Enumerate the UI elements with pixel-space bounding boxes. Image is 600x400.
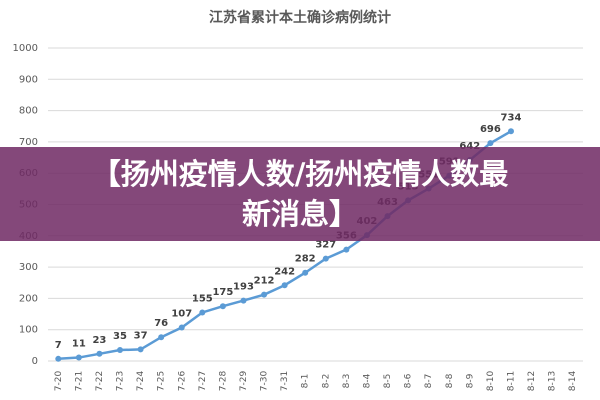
x-tick-label: 8-3 bbox=[342, 374, 352, 389]
point bbox=[487, 140, 494, 147]
x-tick-label: 7-29 bbox=[239, 371, 249, 392]
x-tick-label: 8-10 bbox=[486, 371, 496, 392]
data-label: 107 bbox=[171, 309, 192, 320]
x-tick-label: 8-13 bbox=[548, 371, 558, 391]
point bbox=[96, 350, 103, 357]
point bbox=[343, 246, 350, 253]
x-tick-label: 8-4 bbox=[362, 373, 372, 388]
point bbox=[199, 309, 206, 316]
x-tick-label: 8-2 bbox=[321, 374, 331, 389]
data-label: 76 bbox=[154, 318, 168, 329]
point bbox=[302, 269, 309, 276]
x-tick-label: 8-14 bbox=[568, 371, 578, 392]
data-label: 23 bbox=[92, 335, 106, 346]
data-label: 155 bbox=[192, 293, 213, 304]
data-label: 175 bbox=[212, 287, 233, 298]
point bbox=[75, 354, 82, 361]
data-label: 642 bbox=[459, 141, 480, 152]
data-label: 35 bbox=[113, 331, 127, 342]
data-label: 7 bbox=[55, 340, 62, 351]
point bbox=[261, 291, 268, 298]
point bbox=[219, 303, 226, 310]
x-tick-label: 7-23 bbox=[116, 371, 126, 391]
point bbox=[240, 297, 247, 304]
data-label: 212 bbox=[254, 276, 275, 287]
x-tick-label: 7-25 bbox=[157, 371, 167, 391]
y-tick-label: 800 bbox=[19, 106, 38, 117]
data-label: 193 bbox=[233, 282, 254, 293]
x-tick-label: 7-31 bbox=[280, 371, 290, 391]
data-label: 327 bbox=[315, 240, 336, 251]
point bbox=[281, 282, 288, 289]
data-label: 11 bbox=[72, 339, 86, 350]
data-label: 282 bbox=[295, 254, 316, 265]
y-tick-label: 900 bbox=[19, 74, 38, 85]
data-label: 696 bbox=[480, 124, 501, 135]
chart-title: 江苏省累计本土确诊病例统计 bbox=[209, 9, 391, 26]
x-tick-label: 7-26 bbox=[177, 371, 187, 392]
overlay-line: 【扬州疫情人数/扬州疫情人数最 bbox=[91, 157, 509, 191]
point bbox=[178, 324, 185, 331]
y-tick-label: 1000 bbox=[13, 43, 38, 54]
point bbox=[117, 347, 124, 354]
x-tick-label: 7-27 bbox=[198, 371, 208, 391]
x-tick-label: 8-8 bbox=[445, 373, 455, 388]
overlay-banner: 【扬州疫情人数/扬州疫情人数最 新消息】 bbox=[0, 147, 600, 241]
point bbox=[322, 255, 329, 262]
data-label: 242 bbox=[274, 266, 295, 277]
point bbox=[137, 346, 144, 353]
x-tick-label: 8-5 bbox=[383, 374, 393, 389]
y-tick-label: 700 bbox=[19, 137, 38, 148]
x-tick-label: 7-30 bbox=[260, 371, 270, 392]
x-tick-label: 8-12 bbox=[527, 371, 537, 391]
x-tick-label: 8-11 bbox=[506, 371, 516, 391]
x-tick-label: 8-9 bbox=[465, 373, 475, 388]
y-tick-label: 100 bbox=[19, 325, 38, 336]
point bbox=[55, 355, 62, 362]
data-label: 734 bbox=[501, 112, 522, 123]
x-tick-label: 8-1 bbox=[301, 374, 311, 389]
x-tick-label: 7-24 bbox=[136, 371, 146, 392]
x-tick-label: 8-6 bbox=[404, 373, 414, 388]
y-tick-label: 0 bbox=[32, 356, 38, 367]
point bbox=[507, 128, 514, 135]
x-tick-label: 7-28 bbox=[218, 371, 228, 392]
point bbox=[158, 334, 165, 341]
x-tick-label: 7-21 bbox=[74, 371, 84, 391]
y-tick-label: 200 bbox=[19, 293, 38, 304]
data-label: 37 bbox=[134, 330, 148, 341]
x-tick-label: 7-22 bbox=[95, 371, 105, 391]
x-tick-label: 8-7 bbox=[424, 374, 434, 389]
y-tick-label: 300 bbox=[19, 262, 38, 273]
x-tick-label: 7-20 bbox=[54, 371, 64, 392]
overlay-line: 新消息】 bbox=[241, 197, 358, 231]
